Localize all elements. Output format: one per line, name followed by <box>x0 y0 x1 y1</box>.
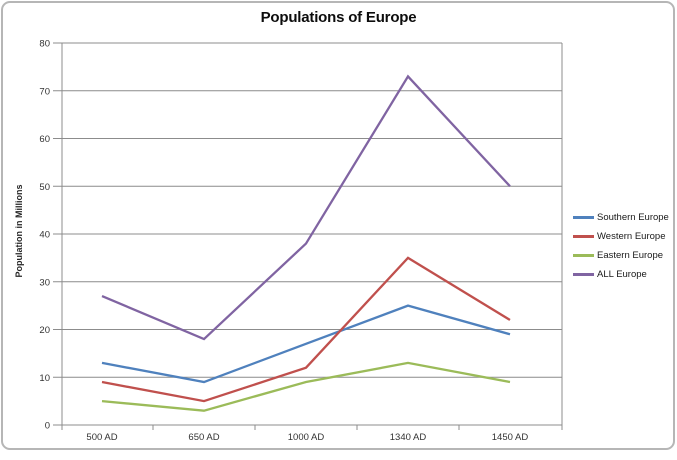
series-line-eastern-europe <box>101 361 511 412</box>
legend-label: ALL Europe <box>597 269 647 280</box>
x-tick-label: 1000 AD <box>288 432 325 443</box>
y-tick-label: 80 <box>39 39 50 50</box>
legend-swatch-line <box>573 254 594 257</box>
legend: Southern Europe Western Europe Eastern Eur… <box>573 208 669 284</box>
legend-label: Eastern Europe <box>597 250 664 261</box>
y-tick-label: 10 <box>39 373 50 384</box>
y-tick-label: 0 <box>45 421 50 432</box>
x-tick-label: 500 AD <box>86 432 117 443</box>
y-tick-label: 60 <box>39 134 50 145</box>
x-tick-label: 1450 AD <box>492 432 529 443</box>
y-tick-label: 50 <box>39 182 50 193</box>
x-tick-label: 1340 AD <box>390 432 427 443</box>
legend-label: Western Europe <box>597 231 666 242</box>
legend-item: Western Europe <box>573 227 669 246</box>
y-tick-label: 70 <box>39 86 50 97</box>
legend-item: Eastern Europe <box>573 246 669 265</box>
legend-swatch-line <box>573 216 594 219</box>
series-line-western-europe <box>101 256 511 403</box>
y-tick-label: 40 <box>39 230 50 241</box>
series-line-all-europe <box>101 74 511 341</box>
legend-item: Southern Europe <box>573 208 669 227</box>
y-tick-label: 30 <box>39 277 50 288</box>
x-tick-label: 650 AD <box>188 432 219 443</box>
y-tick-label: 20 <box>39 325 50 336</box>
legend-item: ALL Europe <box>573 265 669 284</box>
legend-swatch-line <box>573 235 594 238</box>
series-line-southern-europe <box>101 304 511 384</box>
legend-label: Southern Europe <box>597 212 669 223</box>
legend-swatch-line <box>573 273 594 276</box>
chart-title: Populations of Europe <box>260 9 417 26</box>
